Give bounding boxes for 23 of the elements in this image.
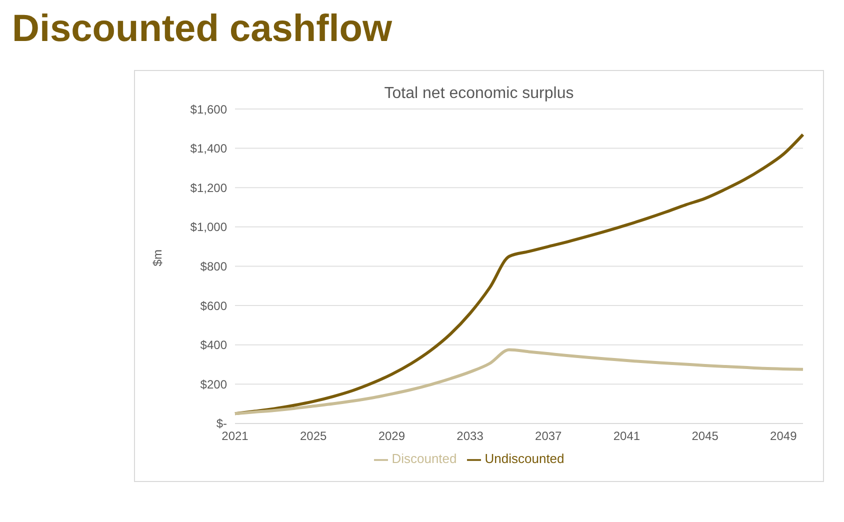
y-tick-label: $400	[200, 338, 228, 352]
x-tick-label: 2021	[222, 428, 249, 443]
x-tick-label: 2029	[378, 428, 406, 443]
y-tick-label: $200	[200, 377, 228, 392]
y-tick-label: $600	[200, 298, 228, 313]
x-tick-label: 2033	[456, 428, 484, 443]
y-tick-label: $1,600	[190, 102, 228, 116]
chart-subtitle: Total net economic surplus	[383, 85, 575, 103]
legend-label: Undiscounted	[484, 451, 564, 466]
x-tick-label: 2025	[300, 428, 328, 443]
y-tick-label: $800	[200, 259, 228, 274]
y-tick-label: $1,200	[190, 180, 228, 195]
x-tick-label: 2041	[613, 428, 640, 443]
y-axis-title: $m	[150, 250, 164, 266]
y-tick-label: $1,400	[190, 142, 228, 156]
line-series	[234, 348, 804, 416]
x-tick-label: 2037	[535, 428, 562, 443]
x-tick-label: 2049	[770, 428, 798, 443]
x-tick-label: 2045	[692, 428, 719, 443]
y-tick-label: $1,000	[190, 220, 228, 234]
chart-title: Discounted cashflow	[12, 8, 394, 51]
legend-label: Discounted	[392, 451, 457, 466]
y-tick-label: $-	[216, 416, 227, 431]
